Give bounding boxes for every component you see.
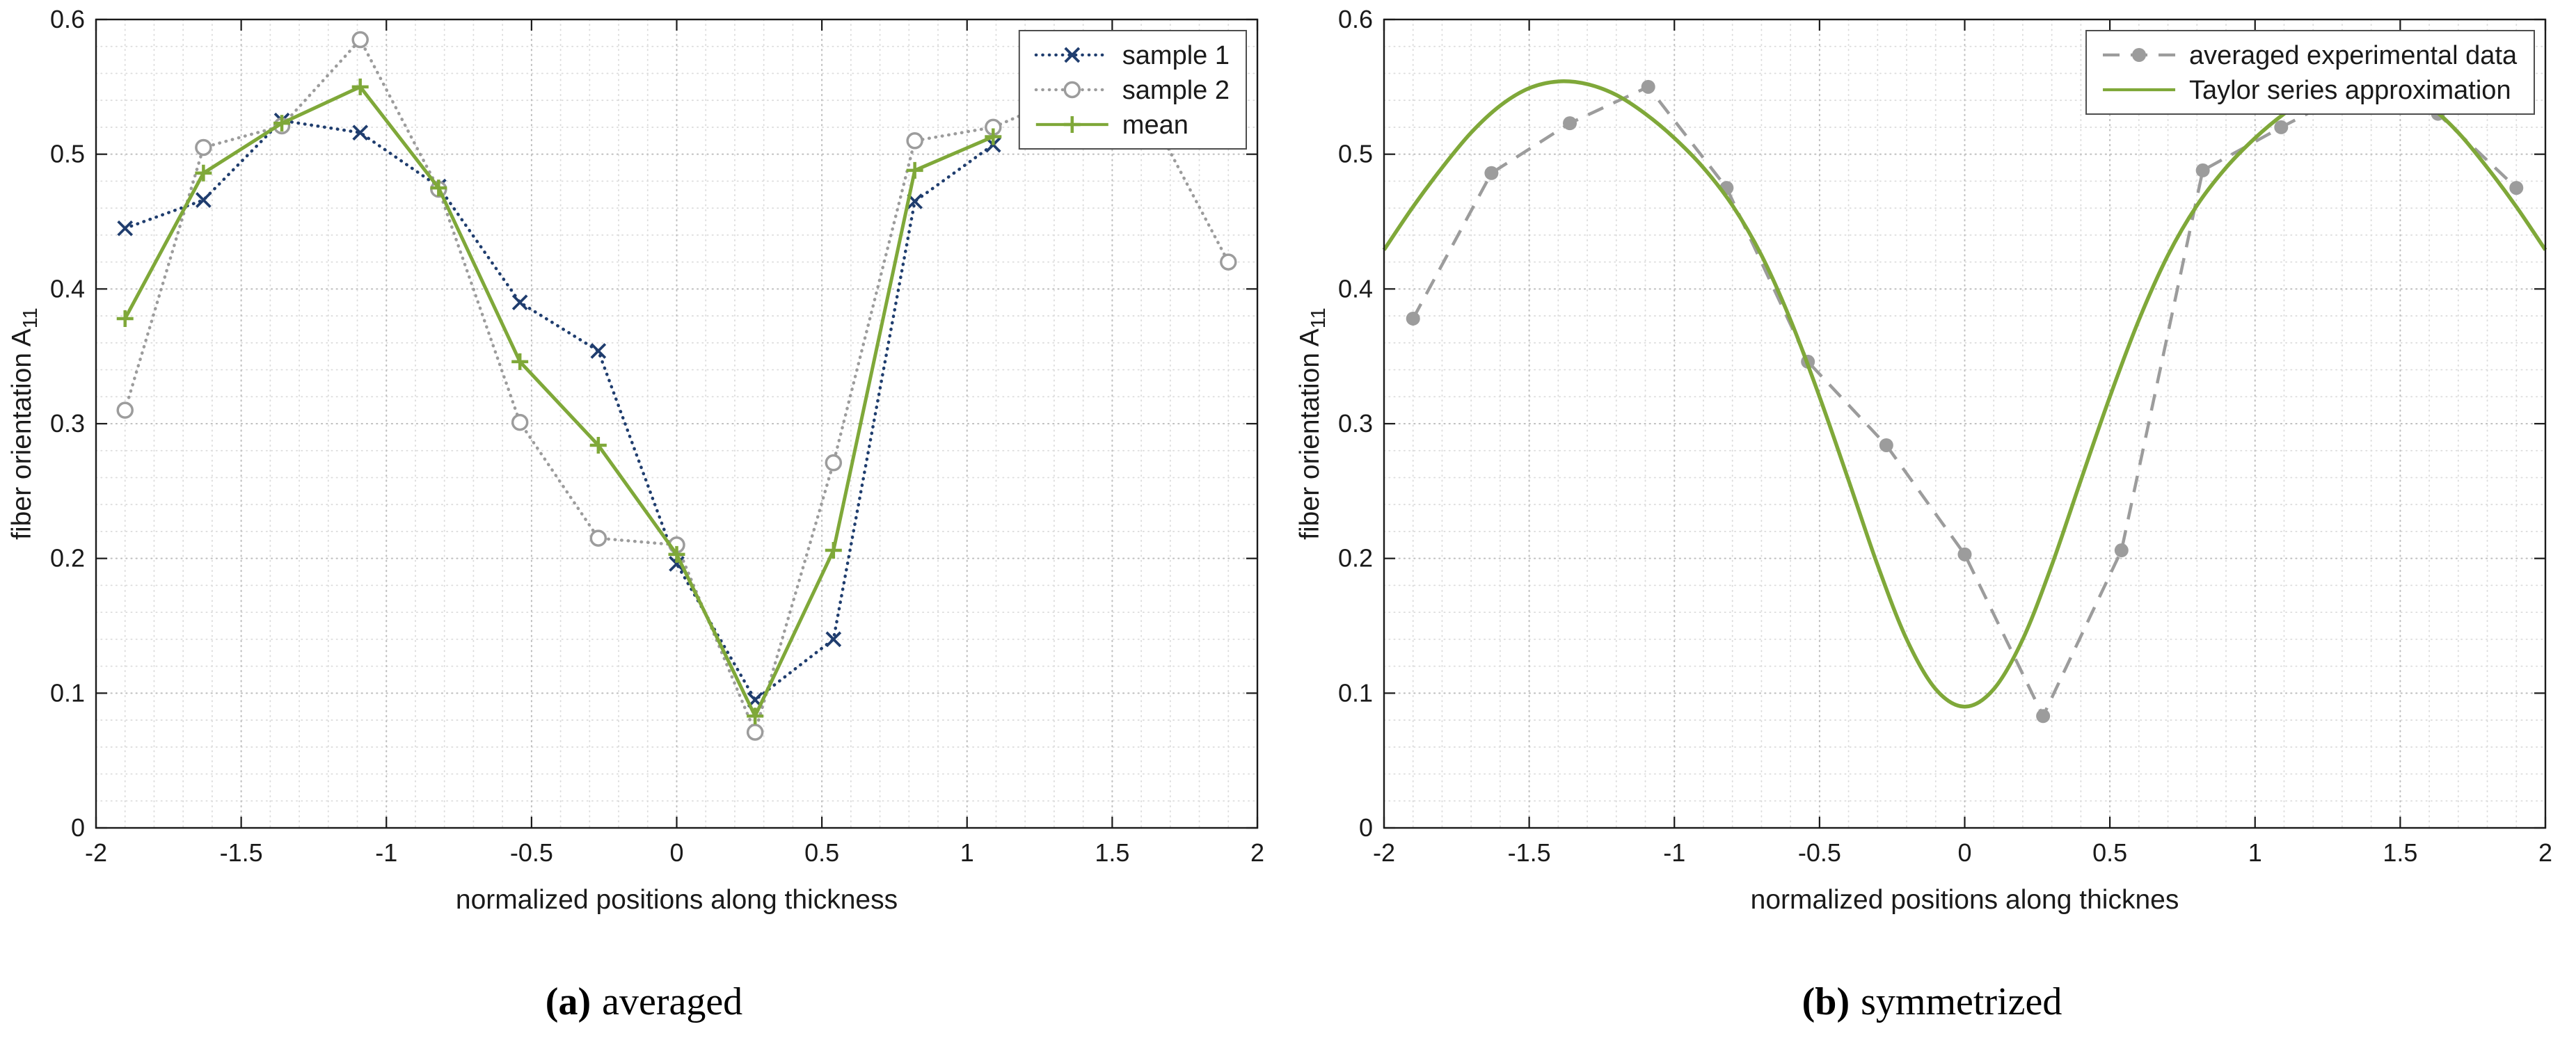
axes bbox=[1383, 18, 2547, 829]
axes bbox=[95, 18, 1259, 829]
svg-text:0.2: 0.2 bbox=[50, 544, 85, 573]
svg-text:sample 2: sample 2 bbox=[1122, 76, 1230, 105]
svg-text:1: 1 bbox=[2248, 838, 2262, 867]
x-tick-labels: -2 -1.5 -1 -0.5 0 0.5 1 1.5 2 bbox=[85, 838, 1264, 867]
svg-text:-2: -2 bbox=[1373, 838, 1395, 867]
caption-b-tag: (b) bbox=[1802, 980, 1850, 1023]
panel-a: -2 -1.5 -1 -0.5 0 0.5 1 1.5 2 0 0.1 0.2 0.3 0.4 0.5 0.6… bbox=[7, 5, 1264, 1054]
svg-text:0.5: 0.5 bbox=[1338, 140, 1373, 168]
svg-text:0.5: 0.5 bbox=[804, 838, 839, 867]
svg-text:1.5: 1.5 bbox=[2383, 838, 2417, 867]
x-axis-label: normalized positions along thicknes bbox=[1751, 885, 2179, 915]
caption-a: (a) averaged bbox=[546, 950, 742, 1054]
y-axis-label: fiber orientation A11 bbox=[7, 308, 42, 540]
svg-text:2: 2 bbox=[1250, 838, 1264, 867]
svg-text:-1.5: -1.5 bbox=[220, 838, 263, 867]
svg-text:mean: mean bbox=[1122, 111, 1188, 140]
legend: averaged experimental data Taylor series … bbox=[2085, 30, 2535, 115]
svg-text:0: 0 bbox=[1957, 838, 1971, 867]
svg-text:fiber orientation A11: fiber orientation A11 bbox=[7, 308, 42, 540]
svg-text:0.1: 0.1 bbox=[50, 678, 85, 707]
svg-text:0.4: 0.4 bbox=[1338, 274, 1373, 303]
y-tick-labels: 0 0.1 0.2 0.3 0.4 0.5 0.6 bbox=[1338, 5, 1373, 842]
svg-text:0.6: 0.6 bbox=[50, 5, 85, 33]
svg-text:-1: -1 bbox=[1663, 838, 1685, 867]
series-sample-1 bbox=[117, 112, 1001, 708]
svg-text:0.6: 0.6 bbox=[1338, 5, 1373, 33]
caption-b-label: symmetrized bbox=[1861, 980, 2062, 1023]
svg-text:-0.5: -0.5 bbox=[510, 838, 553, 867]
svg-text:-1.5: -1.5 bbox=[1508, 838, 1551, 867]
svg-text:1.5: 1.5 bbox=[1095, 838, 1129, 867]
svg-text:2: 2 bbox=[2538, 838, 2552, 867]
svg-text:averaged experimental data: averaged experimental data bbox=[2189, 41, 2518, 70]
caption-a-tag: (a) bbox=[545, 980, 591, 1023]
y-tick-labels: 0 0.1 0.2 0.3 0.4 0.5 0.6 bbox=[50, 5, 85, 842]
svg-text:0.5: 0.5 bbox=[2092, 838, 2127, 867]
chart-a-plot: -2 -1.5 -1 -0.5 0 0.5 1 1.5 2 0 0.1 0.2 0.3 0.4 0.5 0.6… bbox=[7, 5, 1264, 915]
svg-text:fiber orientation A11: fiber orientation A11 bbox=[1295, 308, 1330, 540]
svg-text:0.4: 0.4 bbox=[50, 274, 85, 303]
caption-a-label: averaged bbox=[602, 980, 743, 1023]
svg-text:-1: -1 bbox=[375, 838, 397, 867]
series-mean bbox=[116, 78, 1002, 725]
y-axis-label: fiber orientation A11 bbox=[1295, 308, 1330, 540]
svg-text:Taylor series approximation: Taylor series approximation bbox=[2189, 76, 2511, 105]
svg-text:0: 0 bbox=[669, 838, 683, 867]
x-axis-label: normalized positions along thickness bbox=[456, 885, 898, 915]
svg-text:0.3: 0.3 bbox=[1338, 409, 1373, 438]
svg-text:-0.5: -0.5 bbox=[1798, 838, 1841, 867]
chart-b-plot: -2 -1.5 -1 -0.5 0 0.5 1 1.5 2 0 0.1 0.2 0.3 0.4 0.5 0.6… bbox=[1295, 5, 2552, 915]
svg-text:0.3: 0.3 bbox=[50, 409, 85, 438]
legend: sample 1 sample 2 mean bbox=[1018, 30, 1247, 150]
svg-text:0: 0 bbox=[71, 813, 85, 842]
panel-b: -2 -1.5 -1 -0.5 0 0.5 1 1.5 2 0 0.1 0.2 0.3 0.4 0.5 0.6… bbox=[1288, 0, 2576, 1054]
svg-text:1: 1 bbox=[960, 838, 974, 867]
svg-text:-2: -2 bbox=[85, 838, 107, 867]
caption-b: (b) symmetrized bbox=[1802, 950, 2062, 1054]
svg-text:0: 0 bbox=[1359, 813, 1373, 842]
svg-text:0.2: 0.2 bbox=[1338, 544, 1373, 573]
x-tick-labels: -2 -1.5 -1 -0.5 0 0.5 1 1.5 2 bbox=[1373, 838, 2552, 867]
svg-text:sample 1: sample 1 bbox=[1122, 41, 1230, 70]
svg-text:0.1: 0.1 bbox=[1338, 678, 1373, 707]
svg-text:0.5: 0.5 bbox=[50, 140, 85, 168]
